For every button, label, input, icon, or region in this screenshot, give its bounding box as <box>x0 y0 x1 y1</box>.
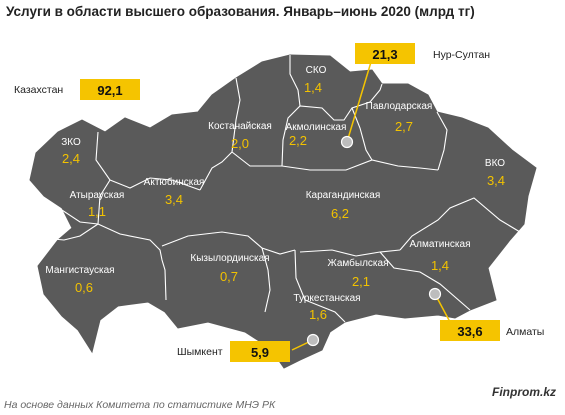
nur-sultan-leader-line <box>346 61 372 143</box>
brand-logo-text: Finprom.kz <box>492 385 557 399</box>
region-name-zko: ЗКО <box>61 137 81 148</box>
region-borders <box>35 55 521 323</box>
region-name-zhambyl: Жамбылская <box>328 257 389 269</box>
region-value-kyzylorda: 0,7 <box>220 269 238 284</box>
region-value-vko: 3,4 <box>487 173 505 188</box>
region-value-karaganda: 6,2 <box>331 206 349 221</box>
total-value: 92,1 <box>97 83 122 98</box>
region-name-akmola: Акмолинская <box>286 122 347 133</box>
region-name-kostanay: Костанайская <box>208 121 272 132</box>
map-title: Услуги в области высшего образования. Ян… <box>6 4 475 19</box>
nur-sultan-value-box <box>355 43 415 64</box>
shymkent-value-box <box>230 341 290 362</box>
region-name-mangystau: Мангистауская <box>45 265 114 276</box>
region-value-sko: 1,4 <box>304 80 322 95</box>
nur-sultan-marker <box>340 135 354 149</box>
almaty-value-box <box>440 320 500 341</box>
region-name-sko: СКО <box>306 65 327 76</box>
almaty-marker <box>428 287 442 301</box>
region-name-kyzylorda: Кызылординская <box>190 253 269 264</box>
nur-sultan-value: 21,3 <box>372 47 397 62</box>
region-value-mangystau: 0,6 <box>75 280 93 295</box>
region-name-karaganda: Карагандинская <box>306 190 381 201</box>
region-value-turkestan: 1,6 <box>309 307 327 322</box>
almaty-value: 33,6 <box>457 324 482 339</box>
region-name-atyrau: Атырауская <box>70 190 125 201</box>
nur-sultan-label: Нур-Султан <box>433 49 490 61</box>
region-value-zhambyl: 2,1 <box>352 274 370 289</box>
total-value-box <box>80 79 140 100</box>
region-value-aktobe: 3,4 <box>165 192 183 207</box>
region-labels: СКО 1,4 Костанайская 2,0 Акмолинская 2,2… <box>45 65 505 322</box>
region-value-pavlodar: 2,7 <box>395 119 413 134</box>
source-note: На основе данных Комитета по статистике … <box>4 399 276 411</box>
region-name-aktobe: Актюбинская <box>144 176 205 188</box>
region-value-almaty-region: 1,4 <box>431 258 449 273</box>
region-value-kostanay: 2,0 <box>231 136 249 151</box>
total-label: Казахстан <box>14 84 63 96</box>
region-name-vko: ВКО <box>485 158 505 169</box>
region-value-zko: 2,4 <box>62 151 80 166</box>
region-value-atyrau: 1,1 <box>88 204 106 219</box>
region-value-akmola: 2,2 <box>289 133 307 148</box>
region-name-almaty-region: Алматинская <box>410 239 471 250</box>
shymkent-label: Шымкент <box>177 346 223 358</box>
almaty-label: Алматы <box>506 326 544 338</box>
region-name-turkestan: Туркестанская <box>293 293 360 304</box>
shymkent-value: 5,9 <box>251 345 269 360</box>
shymkent-marker <box>306 333 320 347</box>
region-name-pavlodar: Павлодарская <box>366 101 433 112</box>
